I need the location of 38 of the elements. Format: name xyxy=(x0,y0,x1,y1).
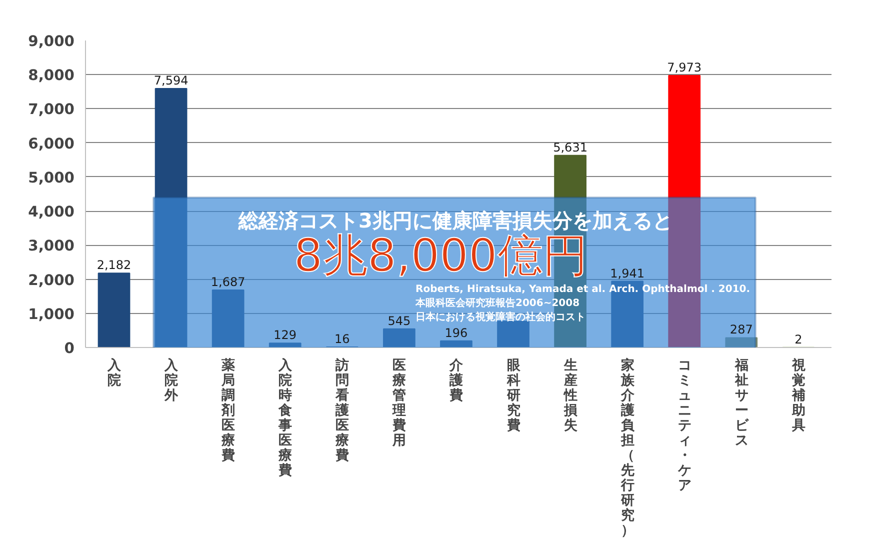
annotation: 日本における視覚障害の社会的コスト xyxy=(416,311,586,323)
x-tick-label: 入院 xyxy=(106,358,122,388)
x-tick-label: 医療管理費用 xyxy=(392,358,406,448)
category-label: コミュニティ・ケア xyxy=(678,358,691,494)
annotation: Roberts, Hiratsuka, Yamada et al. Arch. Ophthalmol . 2010. xyxy=(416,284,750,295)
data-label: 545 xyxy=(388,314,411,328)
y-tick-label: 5,000 xyxy=(28,169,74,186)
annotation: 本眼科医会研究班報告2006~2008 xyxy=(414,297,580,309)
category-label: 家族介護負担（先行研究） xyxy=(620,358,634,538)
y-tick-label: 6,000 xyxy=(28,135,74,152)
x-tick-label: 訪問看護医療費 xyxy=(334,358,349,464)
x-tick-label: 生産性損失 xyxy=(562,358,578,434)
y-tick-label: 7,000 xyxy=(28,101,74,118)
data-label: 2 xyxy=(794,332,802,346)
data-label: 1,941 xyxy=(610,266,644,280)
x-tick-label: 入院時食事医療費 xyxy=(278,358,293,478)
y-tick-label: 1,000 xyxy=(28,306,74,323)
x-tick-label: 入院外 xyxy=(164,358,179,404)
data-label: 7,594 xyxy=(154,73,188,88)
x-tick-label: 福祉サービス xyxy=(734,358,749,448)
data-label: 129 xyxy=(274,328,297,342)
data-label: 196 xyxy=(444,326,468,340)
data-label: 7,973 xyxy=(667,60,702,75)
data-label: 2,182 xyxy=(96,258,132,272)
data-label: 5,631 xyxy=(553,140,588,154)
data-label: 287 xyxy=(730,322,753,337)
x-tick-label: 眼科研究費 xyxy=(506,358,521,434)
y-tick-label: 8,000 xyxy=(28,67,74,84)
x-tick-label: 薬局調剤医療費 xyxy=(220,358,235,464)
x-tick-label: 介護費 xyxy=(448,358,464,404)
y-tick-label: 3,000 xyxy=(28,238,74,255)
data-label: 16 xyxy=(334,332,350,346)
x-tick-label: 視覚補助具 xyxy=(790,358,806,434)
y-tick-label: 2,000 xyxy=(28,272,74,289)
y-tick-label: 0 xyxy=(64,340,75,357)
y-tick-label: 4,000 xyxy=(28,204,74,221)
data-label: 1,687 xyxy=(210,274,246,289)
y-tick-label: 9,000 xyxy=(28,33,74,50)
